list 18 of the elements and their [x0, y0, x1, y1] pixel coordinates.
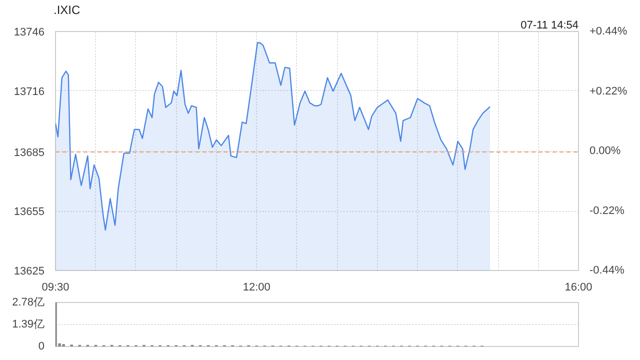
y-tick-label: 0: [38, 340, 45, 352]
y-tick-label: 13655: [14, 206, 45, 218]
x-tick-label: 12:00: [242, 282, 270, 294]
y2-tick-label: +0.22%: [590, 85, 628, 98]
x-tick-label: 16:00: [564, 282, 592, 294]
y-tick-label: 1.39亿: [12, 318, 45, 330]
y-tick-label: 2.78亿: [12, 296, 45, 308]
y2-tick-label: -0.44%: [590, 264, 625, 276]
annotation: 07-11 14:54: [520, 20, 579, 32]
y2-tick-label: +0.44%: [590, 26, 628, 38]
y-tick-label: 13746: [14, 26, 45, 38]
y2-tick-label: -0.22%: [590, 204, 625, 217]
x-tick-label: 09:30: [42, 282, 70, 294]
chart-title: .IXIC: [54, 3, 81, 17]
y-tick-label: 13625: [14, 266, 45, 278]
y2-tick-label: 0.00%: [590, 145, 621, 157]
y-tick-label: 13716: [14, 86, 45, 98]
y-tick-label: 13685: [14, 146, 45, 159]
